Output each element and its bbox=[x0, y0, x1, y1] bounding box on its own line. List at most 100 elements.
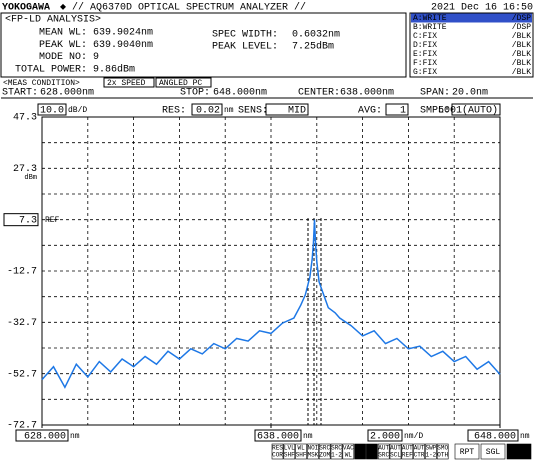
setting-unit: dB/D bbox=[68, 106, 87, 115]
setting-value[interactable]: 10.0 bbox=[40, 106, 64, 117]
button-top[interactable]: AUT bbox=[366, 445, 377, 452]
function-button[interactable] bbox=[342, 443, 355, 460]
function-button[interactable] bbox=[354, 443, 366, 460]
function-button[interactable] bbox=[366, 443, 378, 460]
trace-name[interactable]: G:FIX bbox=[413, 68, 437, 77]
button-top[interactable]: AUT bbox=[355, 445, 366, 452]
button-top[interactable]: SRC bbox=[331, 445, 342, 452]
trace-mode[interactable]: /BLK bbox=[512, 41, 531, 50]
trace-mode[interactable]: /BLK bbox=[512, 50, 531, 59]
setting-value[interactable]: 0.02 bbox=[196, 106, 220, 117]
spectrum-trace bbox=[41, 219, 501, 389]
analysis-label: PEAK WL: bbox=[39, 40, 87, 51]
button-bottom[interactable]: SCL bbox=[390, 452, 401, 459]
x-unit: nm bbox=[303, 432, 313, 441]
y-tick-label: 47.3 bbox=[13, 113, 37, 124]
trace-name[interactable]: D:FIX bbox=[413, 41, 437, 50]
button-bottom[interactable]: MSK bbox=[307, 452, 318, 459]
button-top[interactable]: VAC bbox=[343, 445, 354, 452]
setting-value[interactable]: 5001(AUTO) bbox=[438, 105, 498, 117]
analysis-value: 9.86dBm bbox=[93, 64, 135, 76]
button-bottom[interactable]: WL bbox=[345, 452, 353, 459]
button-top[interactable]: SMO bbox=[437, 445, 448, 452]
function-button[interactable] bbox=[271, 443, 284, 460]
trace-name[interactable]: C:FIX bbox=[413, 32, 437, 41]
setting-label: RES: bbox=[162, 106, 186, 117]
button-top[interactable]: WL bbox=[297, 445, 305, 452]
button-bottom[interactable]: SHF bbox=[296, 452, 307, 459]
button-top[interactable]: SRC bbox=[319, 445, 330, 452]
button-bottom[interactable]: 1-2 bbox=[331, 452, 342, 459]
button-top[interactable]: SWP bbox=[425, 445, 436, 452]
analysis-label: MEAN WL: bbox=[39, 28, 87, 39]
sweep-button[interactable] bbox=[454, 443, 480, 460]
y-tick-label: -12.7 bbox=[7, 267, 37, 278]
setting-box bbox=[385, 103, 409, 116]
function-button[interactable] bbox=[425, 443, 437, 460]
trace-name[interactable]: A:WRITE bbox=[413, 14, 447, 23]
button-bottom[interactable]: OFS bbox=[355, 452, 366, 459]
button-bottom[interactable]: SHF bbox=[284, 452, 295, 459]
button-top[interactable]: AUT bbox=[414, 445, 425, 452]
y-tick-label: -52.7 bbox=[7, 369, 37, 380]
button-top[interactable]: AUT bbox=[390, 445, 401, 452]
setting-value[interactable]: MID bbox=[288, 106, 306, 117]
trace-mode[interactable]: /DSP bbox=[512, 23, 531, 32]
setting-box bbox=[37, 103, 67, 116]
setting-label: SENS: bbox=[238, 106, 268, 117]
x-tick-label: 638.000 bbox=[257, 432, 299, 443]
trace-name[interactable]: B:WRITE bbox=[413, 23, 447, 32]
brand: YOKOGAWA bbox=[2, 3, 50, 14]
speed-box bbox=[103, 77, 155, 88]
button-bottom[interactable]: REF bbox=[402, 452, 413, 459]
analysis-label: MODE NO: bbox=[39, 52, 87, 63]
trace-mode[interactable]: /BLK bbox=[512, 68, 531, 77]
trace-name[interactable]: F:FIX bbox=[413, 59, 437, 68]
setting-value[interactable]: 1 bbox=[400, 106, 406, 117]
setting-box bbox=[265, 103, 309, 116]
x-unit: nm bbox=[70, 432, 80, 441]
function-button[interactable] bbox=[377, 443, 390, 460]
function-button[interactable] bbox=[401, 443, 414, 460]
button-bottom[interactable]: CTR bbox=[414, 452, 425, 459]
button-bottom[interactable]: ANA bbox=[366, 452, 377, 459]
x-tick-box bbox=[467, 429, 519, 442]
function-button[interactable] bbox=[283, 443, 296, 460]
sweep-button[interactable] bbox=[506, 443, 532, 460]
button-top[interactable]: RES bbox=[272, 445, 283, 452]
span-per-div: 2.000 bbox=[370, 432, 400, 443]
meas-speed: 2x SPEED bbox=[107, 79, 146, 88]
button-top[interactable]: LVL bbox=[284, 445, 295, 452]
trace-mode[interactable]: /DSP bbox=[512, 14, 531, 23]
function-button[interactable] bbox=[330, 443, 343, 460]
button-bottom[interactable]: ZOM bbox=[319, 452, 330, 459]
button-top[interactable]: NOI bbox=[307, 445, 318, 452]
analysis-value: 0.6032nm bbox=[292, 30, 340, 41]
function-button[interactable] bbox=[436, 443, 449, 460]
function-button[interactable] bbox=[295, 443, 307, 460]
trace-mode[interactable]: /BLK bbox=[512, 59, 531, 68]
button-bottom[interactable]: SRC bbox=[378, 452, 389, 459]
button-top[interactable]: AUT bbox=[402, 445, 413, 452]
function-button[interactable] bbox=[389, 443, 402, 460]
sweep-button-label[interactable]: SGL bbox=[486, 448, 501, 457]
trace-mode[interactable]: /BLK bbox=[512, 32, 531, 41]
button-bottom[interactable]: COR bbox=[272, 452, 283, 459]
button-bottom[interactable]: 1-2 bbox=[425, 452, 436, 459]
trace-name[interactable]: E:FIX bbox=[413, 50, 437, 59]
sweep-button-label[interactable]: RPT bbox=[460, 448, 475, 457]
meas-value: 20.0nm bbox=[452, 88, 488, 99]
meas-label: CENTER: bbox=[298, 88, 340, 99]
function-button[interactable] bbox=[413, 443, 425, 460]
function-button[interactable] bbox=[307, 443, 319, 460]
button-bottom[interactable]: OTH bbox=[437, 452, 448, 459]
sweep-button[interactable] bbox=[480, 443, 506, 460]
analysis-box bbox=[0, 12, 407, 78]
span-per-div-unit: nm/D bbox=[404, 432, 423, 441]
sweep-button-label[interactable]: STP bbox=[512, 448, 527, 457]
function-button[interactable] bbox=[318, 443, 331, 460]
setting-label: SMPL: bbox=[420, 106, 450, 117]
analysis-title: <FP-LD ANALYSIS> bbox=[5, 15, 101, 26]
button-top[interactable]: AUT bbox=[378, 445, 389, 452]
